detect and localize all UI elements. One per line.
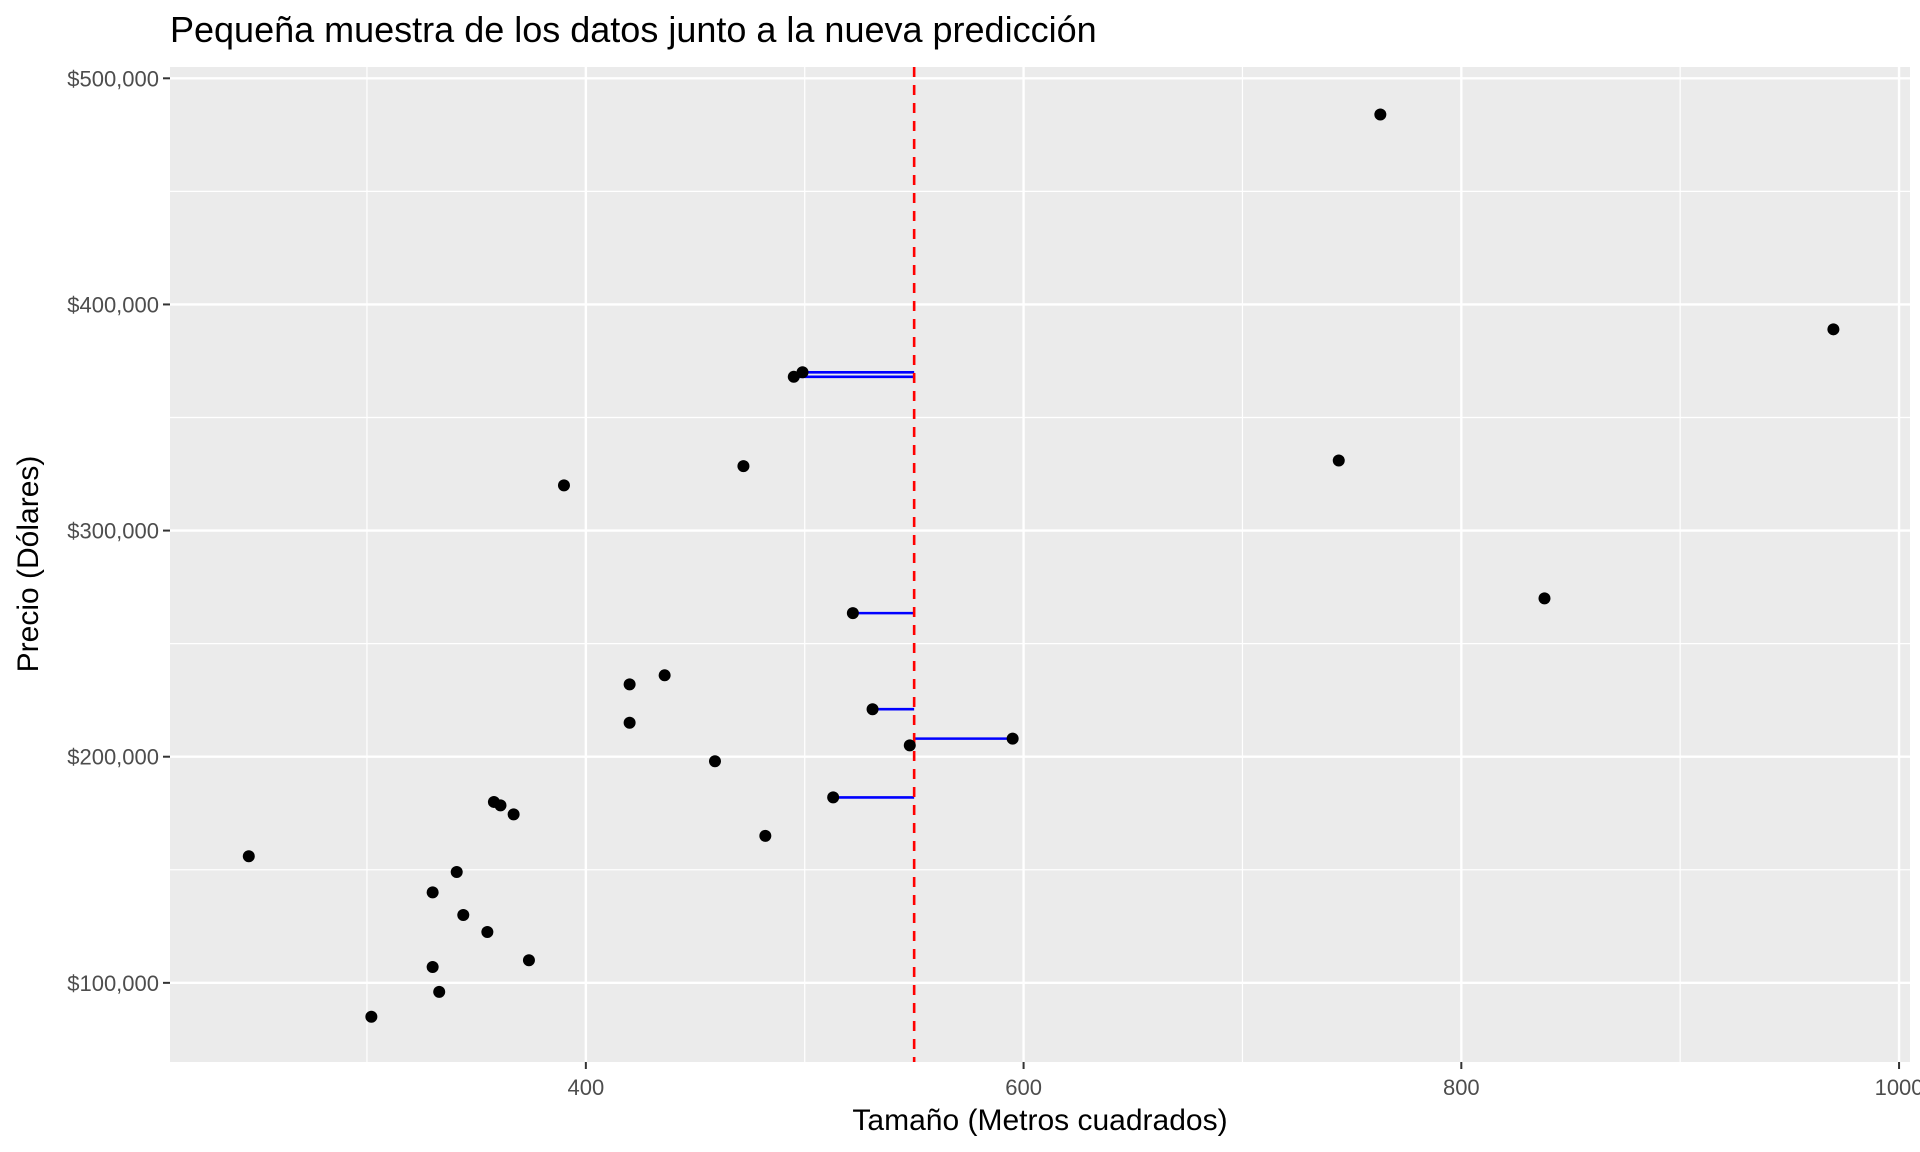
x-tick-label: 600	[1005, 1075, 1042, 1100]
x-tick-label: 1000	[1875, 1075, 1920, 1100]
data-point	[866, 703, 879, 716]
data-point	[796, 366, 809, 379]
plot-panel	[170, 67, 1910, 1062]
data-point	[658, 669, 671, 682]
data-point	[557, 479, 570, 492]
data-point	[903, 739, 916, 752]
data-point	[1538, 592, 1551, 605]
data-point	[1332, 454, 1345, 467]
data-point	[242, 850, 255, 863]
y-axis: $100,000 $200,000 $300,000 $400,000 $500,000	[67, 66, 170, 996]
data-point	[623, 678, 636, 691]
data-point	[759, 829, 772, 842]
x-tick-label: 400	[567, 1075, 604, 1100]
data-point	[426, 886, 439, 899]
chart-title: Pequeña muestra de los datos junto a la …	[170, 9, 1097, 50]
x-axis-title: Tamaño (Metros cuadrados)	[852, 1104, 1227, 1137]
y-axis-title: Precio (Dólares)	[12, 456, 45, 673]
data-point	[623, 716, 636, 729]
data-point	[827, 791, 840, 804]
data-points	[242, 108, 1840, 1023]
data-point	[1827, 323, 1840, 336]
y-tick-label: $100,000	[67, 971, 159, 996]
data-point	[433, 985, 446, 998]
data-point	[457, 909, 470, 922]
data-point	[507, 808, 520, 821]
data-point	[846, 607, 859, 620]
data-point	[426, 961, 439, 974]
x-axis: 400 600 800 1000	[567, 1062, 1920, 1100]
y-tick-label: $400,000	[67, 292, 159, 317]
y-tick-label: $500,000	[67, 66, 159, 91]
data-point	[494, 799, 507, 812]
data-point	[1006, 732, 1019, 745]
data-point	[1374, 108, 1387, 121]
y-tick-label: $300,000	[67, 519, 159, 544]
data-point	[708, 755, 721, 768]
neighbor-segments	[793, 370, 1013, 799]
data-point	[737, 460, 750, 473]
x-tick-label: 800	[1443, 1075, 1480, 1100]
major-gridlines	[170, 67, 1910, 1062]
data-point	[481, 925, 494, 938]
data-point	[365, 1010, 378, 1023]
data-point	[522, 954, 535, 967]
data-point	[450, 866, 463, 879]
y-tick-label: $200,000	[67, 745, 159, 770]
